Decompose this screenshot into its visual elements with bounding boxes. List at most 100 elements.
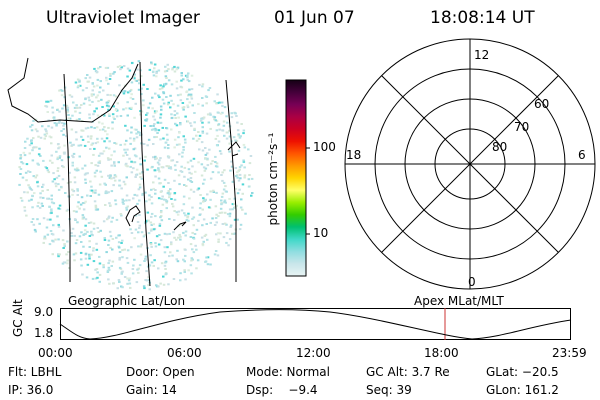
emission-pixel: [165, 69, 169, 72]
emission-pixel: [227, 244, 230, 247]
emission-pixel: [156, 161, 160, 164]
emission-pixel: [84, 181, 87, 184]
emission-pixel: [138, 157, 142, 160]
emission-pixel: [161, 166, 165, 169]
emission-pixel: [78, 235, 82, 238]
emission-pixel: [238, 188, 241, 191]
emission-pixel: [155, 110, 158, 113]
emission-pixel: [60, 94, 64, 97]
emission-pixel: [134, 102, 137, 105]
emission-pixel: [76, 205, 79, 208]
emission-pixel: [96, 137, 99, 140]
emission-pixel: [107, 216, 110, 219]
emission-pixel: [138, 172, 142, 175]
emission-pixel: [82, 216, 86, 219]
emission-pixel: [153, 259, 156, 262]
emission-pixel: [93, 171, 97, 174]
emission-pixel: [81, 202, 85, 204]
emission-pixel: [226, 121, 229, 124]
emission-pixel: [159, 157, 162, 160]
emission-pixel: [170, 198, 173, 200]
emission-pixel: [56, 156, 60, 159]
emission-pixel: [202, 182, 205, 185]
emission-pixel: [44, 135, 48, 138]
emission-pixel: [49, 230, 53, 232]
emission-pixel: [167, 101, 170, 104]
emission-pixel: [151, 107, 154, 110]
emission-pixel: [159, 105, 163, 108]
emission-pixel: [157, 243, 161, 246]
emission-pixel: [62, 247, 65, 249]
emission-pixel: [159, 211, 163, 214]
emission-pixel: [201, 131, 205, 134]
emission-pixel: [242, 160, 246, 163]
emission-pixel: [75, 239, 79, 241]
emission-pixel: [72, 143, 75, 146]
emission-pixel: [105, 79, 108, 82]
emission-pixel: [235, 204, 238, 207]
emission-pixel: [122, 154, 125, 157]
emission-pixel: [46, 169, 50, 172]
emission-pixel: [206, 157, 209, 160]
emission-pixel: [181, 106, 185, 109]
emission-pixel: [192, 251, 196, 254]
emission-pixel: [190, 124, 193, 127]
emission-pixel: [216, 111, 220, 114]
emission-pixel: [153, 123, 156, 125]
emission-pixel: [235, 175, 238, 178]
emission-pixel: [119, 68, 122, 71]
emission-pixel: [130, 81, 134, 84]
emission-pixel: [214, 137, 218, 140]
emission-pixel: [148, 198, 151, 201]
emission-pixel: [118, 258, 121, 261]
emission-pixel: [166, 63, 169, 66]
emission-pixel: [33, 192, 36, 195]
emission-pixel: [116, 102, 119, 105]
emission-pixel: [172, 231, 175, 234]
emission-pixel: [198, 148, 201, 151]
emission-pixel: [176, 112, 179, 115]
emission-pixel: [84, 200, 87, 203]
emission-pixel: [151, 71, 155, 74]
emission-pixel: [94, 208, 98, 211]
emission-pixel: [103, 237, 106, 239]
emission-pixel: [180, 74, 183, 77]
emission-pixel: [45, 130, 48, 133]
emission-pixel: [202, 116, 206, 119]
emission-pixel: [88, 255, 91, 258]
emission-pixel: [237, 179, 241, 182]
emission-pixel: [125, 139, 128, 142]
emission-pixel: [157, 167, 160, 170]
emission-pixel: [159, 121, 163, 124]
emission-pixel: [118, 256, 121, 259]
emission-pixel: [176, 104, 180, 107]
emission-pixel: [165, 233, 169, 236]
emission-pixel: [129, 88, 133, 91]
emission-pixel: [58, 155, 62, 158]
emission-pixel: [84, 127, 88, 130]
emission-pixel: [142, 104, 145, 107]
emission-pixel: [82, 208, 86, 211]
emission-pixel: [161, 203, 165, 206]
emission-pixel: [117, 161, 120, 164]
emission-pixel: [110, 190, 114, 193]
emission-pixel: [52, 224, 55, 227]
emission-pixel: [88, 113, 91, 116]
emission-pixel: [190, 95, 193, 98]
emission-pixel: [72, 101, 75, 104]
emission-pixel: [115, 218, 119, 221]
emission-pixel: [48, 159, 52, 162]
emission-pixel: [95, 248, 99, 251]
emission-pixel: [213, 224, 217, 226]
emission-pixel: [46, 111, 49, 113]
emission-pixel: [110, 177, 113, 180]
emission-pixel: [58, 120, 61, 123]
emission-pixel: [138, 134, 142, 137]
emission-pixel: [129, 165, 132, 168]
emission-pixel: [72, 190, 75, 193]
glat-info: GLat: −20.5: [486, 365, 559, 379]
emission-pixel: [140, 177, 144, 180]
emission-pixel: [78, 111, 82, 114]
emission-pixel: [109, 246, 112, 249]
emission-pixel: [30, 142, 33, 145]
